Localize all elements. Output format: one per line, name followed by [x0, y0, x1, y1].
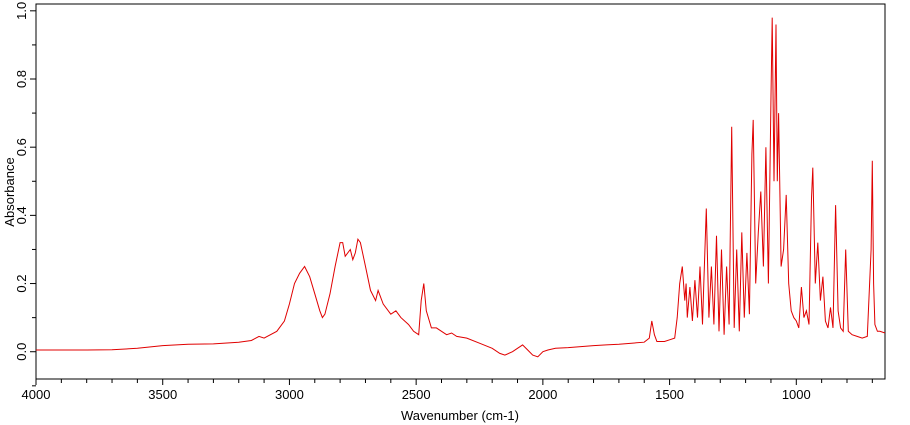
- x-tick-label: 2500: [402, 387, 431, 402]
- y-axis-title: Absorbance: [2, 157, 17, 226]
- x-tick-label: 1500: [655, 387, 684, 402]
- y-tick-label: 0.0: [14, 343, 29, 361]
- x-tick-label: 3000: [275, 387, 304, 402]
- y-tick-label: 0.4: [14, 206, 29, 224]
- plot-frame: [35, 3, 886, 380]
- absorbance-line: [36, 17, 886, 358]
- x-tick-label: 1000: [782, 387, 811, 402]
- x-axis: 4000 3500 3000 2500 2000 1500 1000: [22, 379, 873, 402]
- y-tick-label: 0.6: [14, 138, 29, 156]
- x-axis-title: Wavenumber (cm-1): [401, 408, 519, 423]
- y-tick-label: 0.8: [14, 70, 29, 88]
- x-tick-label: 3500: [148, 387, 177, 402]
- x-tick-label: 4000: [22, 387, 51, 402]
- y-tick-label: 1.0: [14, 2, 29, 20]
- y-axis: 0.0 0.2 0.4 0.6 0.8 1.0: [14, 2, 36, 387]
- y-tick-label: 0.2: [14, 275, 29, 293]
- x-tick-label: 2000: [528, 387, 557, 402]
